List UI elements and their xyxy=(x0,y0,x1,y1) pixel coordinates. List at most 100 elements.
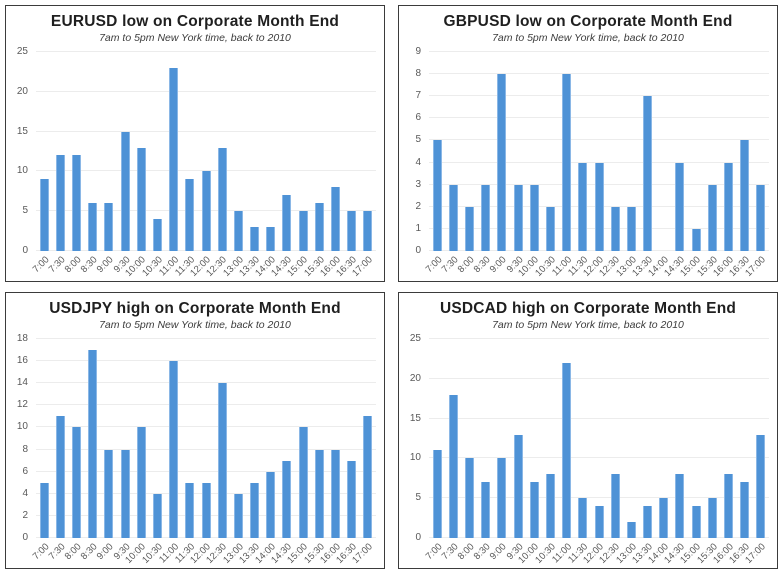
y-axis-label: 16 xyxy=(16,355,28,367)
bar xyxy=(562,362,572,538)
bar xyxy=(217,147,227,251)
y-axis-label: 2 xyxy=(22,509,28,521)
bar xyxy=(432,140,442,251)
gridline xyxy=(36,170,376,172)
y-axis-label: 3 xyxy=(415,178,421,190)
gridline xyxy=(36,470,376,472)
gridline xyxy=(429,417,769,419)
bar xyxy=(314,203,324,251)
bar xyxy=(39,482,49,538)
bar xyxy=(562,74,572,251)
bar xyxy=(513,434,523,538)
chart-panel-usdcad-high: USDCAD high on Corporate Month End 7am t… xyxy=(398,292,778,569)
y-axis-label: 25 xyxy=(16,46,28,57)
bar xyxy=(448,184,458,251)
bar xyxy=(724,474,734,538)
bar xyxy=(217,383,227,538)
gridline xyxy=(429,95,769,97)
bar xyxy=(756,184,766,251)
bar xyxy=(298,427,308,538)
y-axis-label: 5 xyxy=(415,134,421,146)
chart-subtitle: 7am to 5pm New York time, back to 2010 xyxy=(492,32,684,44)
bar xyxy=(675,162,685,251)
bar xyxy=(626,522,636,538)
y-axis-label: 0 xyxy=(415,245,421,256)
y-axis: 0 1 2 3 4 5 6 7 8 9 xyxy=(399,47,425,256)
bar xyxy=(250,227,260,251)
y-axis-label: 4 xyxy=(22,487,28,499)
bar xyxy=(578,162,588,251)
bar xyxy=(691,228,701,251)
bar xyxy=(545,474,555,538)
y-axis-label: 10 xyxy=(16,421,28,433)
y-axis-label: 20 xyxy=(16,85,28,97)
bar xyxy=(740,482,750,538)
bar xyxy=(513,184,523,251)
y-axis-label: 15 xyxy=(409,412,421,424)
y-axis-label: 5 xyxy=(415,492,421,504)
bar xyxy=(55,155,65,251)
bar xyxy=(659,498,669,538)
y-axis-label: 8 xyxy=(415,68,421,80)
y-axis-label: 20 xyxy=(409,372,421,384)
gridline xyxy=(429,497,769,499)
bar xyxy=(169,67,179,251)
x-axis: 7:00 7:30 8:00 8:30 9:00 9:30 10:00 10:30 11:00 1… xyxy=(423,538,769,568)
plot-area xyxy=(36,51,376,251)
bar xyxy=(740,140,750,251)
y-axis-label: 2 xyxy=(415,200,421,212)
chart-title: USDCAD high on Corporate Month End xyxy=(439,300,737,317)
bar xyxy=(266,227,276,251)
bar xyxy=(201,171,211,251)
bar xyxy=(464,206,474,251)
bar xyxy=(88,203,98,251)
bar xyxy=(331,449,341,538)
bar xyxy=(481,482,491,538)
bar xyxy=(282,460,292,538)
y-axis-label: 18 xyxy=(16,333,28,344)
x-axis: 7:00 7:30 8:00 8:30 9:00 9:30 10:00 10:30 11:00 1… xyxy=(423,251,769,281)
bar xyxy=(707,184,717,251)
gridline xyxy=(429,51,769,52)
bar xyxy=(432,450,442,538)
x-axis: 7:00 7:30 8:00 8:30 9:00 9:30 10:00 10:30 11:00 1… xyxy=(30,538,376,568)
bar xyxy=(643,96,653,251)
bar xyxy=(497,74,507,251)
y-axis-label: 25 xyxy=(409,333,421,344)
gridline xyxy=(429,377,769,379)
bar xyxy=(594,162,604,251)
y-axis-label: 15 xyxy=(16,125,28,137)
bar xyxy=(363,416,373,538)
y-axis-label: 5 xyxy=(22,205,28,217)
chart-title: USDJPY high on Corporate Month End xyxy=(49,300,341,317)
y-axis-label: 6 xyxy=(22,465,28,477)
bar xyxy=(545,206,555,251)
bar xyxy=(331,187,341,251)
bar xyxy=(691,506,701,538)
y-axis-label: 7 xyxy=(415,90,421,102)
chart-title: EURUSD low on Corporate Month End xyxy=(50,13,340,30)
bar xyxy=(233,211,243,251)
bar xyxy=(152,219,162,251)
bar xyxy=(347,211,357,251)
bar xyxy=(71,427,81,538)
bar xyxy=(298,211,308,251)
gridline xyxy=(36,130,376,132)
bar xyxy=(610,206,620,251)
y-axis-label: 10 xyxy=(16,165,28,177)
bar xyxy=(55,416,65,538)
gridline xyxy=(429,457,769,459)
gridline xyxy=(36,51,376,52)
bar xyxy=(71,155,81,251)
plot-area xyxy=(429,51,769,251)
y-axis-label: 0 xyxy=(415,532,421,543)
bar xyxy=(497,458,507,538)
bar xyxy=(136,147,146,251)
y-axis-label: 10 xyxy=(409,452,421,464)
bar xyxy=(88,350,98,538)
chart-panel-usdjpy-high: USDJPY high on Corporate Month End 7am t… xyxy=(5,292,385,569)
bar xyxy=(594,506,604,538)
bar xyxy=(120,449,130,538)
chart-title: GBPUSD low on Corporate Month End xyxy=(443,13,733,30)
bar xyxy=(250,482,260,538)
